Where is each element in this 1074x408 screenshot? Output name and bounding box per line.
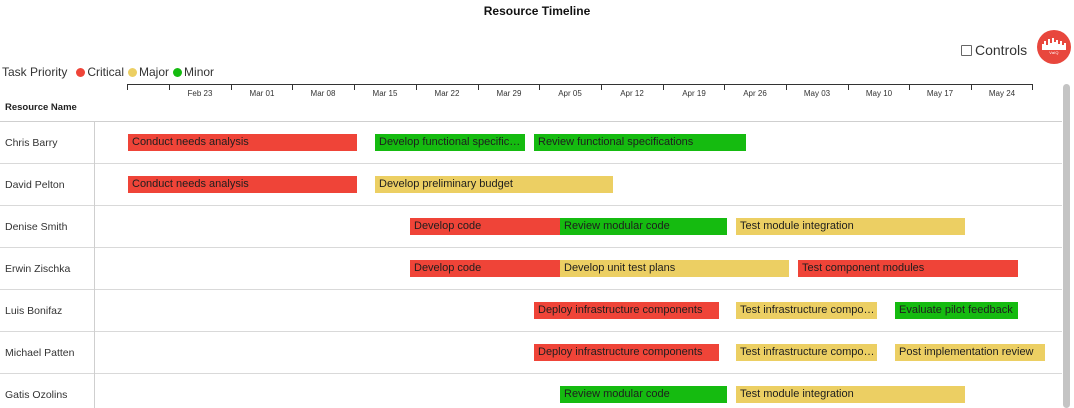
task-bar[interactable]: Conduct needs analysis	[128, 176, 357, 193]
task-bar[interactable]: Test module integration	[736, 386, 965, 403]
row-divider	[0, 289, 1062, 290]
legend-title: Task Priority	[2, 65, 68, 79]
axis-tick	[169, 84, 170, 90]
task-bar[interactable]: Test component modules	[798, 260, 1018, 277]
axis-tick-label: May 17	[926, 89, 954, 98]
task-bar[interactable]: Test module integration	[736, 218, 965, 235]
axis-tick-label: Mar 22	[434, 89, 460, 98]
task-bar[interactable]: Develop functional specificati...	[375, 134, 525, 151]
axis-tick	[127, 84, 128, 90]
page-title: Resource Timeline	[483, 4, 591, 18]
resource-name: Denise Smith	[5, 221, 68, 233]
legend-item-critical[interactable]: Critical	[76, 65, 124, 79]
brand-logo: ValQ	[1037, 30, 1071, 64]
minor-dot-icon	[173, 67, 183, 77]
axis-tick	[724, 84, 725, 90]
header-divider	[0, 121, 1062, 122]
task-bar[interactable]: Develop code	[410, 218, 560, 235]
legend-label: Critical	[87, 65, 125, 79]
axis-tick	[292, 84, 293, 90]
task-bar[interactable]: Post implementation review	[895, 344, 1045, 361]
resource-row: Gatis Ozolins Review modular code Test mod…	[0, 374, 1062, 408]
axis-tick	[971, 84, 972, 90]
resource-row: David Pelton Conduct needs analysis Develo…	[0, 164, 1062, 206]
legend-label: Minor	[184, 65, 215, 79]
legend: Task Priority Critical Major Minor	[2, 65, 218, 79]
controls-label: Controls	[975, 42, 1028, 58]
task-bar[interactable]: Review functional specifications	[534, 134, 746, 151]
row-divider	[0, 247, 1062, 248]
axis-tick	[478, 84, 479, 90]
axis-tick	[539, 84, 540, 90]
task-bar[interactable]: Conduct needs analysis	[128, 134, 357, 151]
logo-text: ValQ	[1049, 50, 1059, 55]
resource-name: Michael Patten	[5, 347, 75, 359]
axis-tick	[231, 84, 232, 90]
controls-checkbox[interactable]	[961, 44, 972, 56]
row-divider	[0, 205, 1062, 206]
row-divider	[0, 331, 1062, 332]
axis-tick-label: May 24	[988, 89, 1016, 98]
skyline-icon	[1042, 38, 1066, 50]
name-column-divider	[94, 121, 95, 408]
axis-tick	[663, 84, 664, 90]
resource-name: Luis Bonifaz	[5, 305, 63, 317]
task-bar[interactable]: Develop preliminary budget	[375, 176, 613, 193]
resource-name: Gatis Ozolins	[5, 389, 68, 401]
axis-tick-label: May 10	[865, 89, 893, 98]
critical-dot-icon	[76, 67, 86, 77]
axis-tick	[909, 84, 910, 90]
axis-tick-label: Apr 12	[620, 89, 644, 98]
resource-name-header: Resource Name	[5, 102, 77, 113]
axis-tick-label: May 03	[803, 89, 831, 98]
legend-label: Major	[139, 65, 170, 79]
resource-row: Erwin Zischka Develop code Develop unit te…	[0, 248, 1062, 290]
axis-tick-label: Apr 05	[558, 89, 582, 98]
legend-item-minor[interactable]: Minor	[173, 65, 214, 79]
axis-tick-label: Mar 01	[249, 89, 275, 98]
axis-tick	[416, 84, 417, 90]
task-bar[interactable]: Review modular code	[560, 386, 727, 403]
axis-tick-label: Mar 15	[372, 89, 398, 98]
task-bar[interactable]: Test infrastructure compon...	[736, 302, 877, 319]
task-bar[interactable]: Deploy infrastructure components	[534, 302, 719, 319]
legend-item-major[interactable]: Major	[128, 65, 169, 79]
axis-tick	[786, 84, 787, 90]
axis-tick-label: Apr 19	[682, 89, 706, 98]
resource-row: Luis Bonifaz Deploy infrastructure compon…	[0, 290, 1062, 332]
axis-tick	[601, 84, 602, 90]
resource-row: Denise Smith Develop code Review modular c…	[0, 206, 1062, 248]
axis-tick-label: Mar 29	[496, 89, 522, 98]
axis-tick-label: Mar 08	[310, 89, 336, 98]
vertical-scrollbar[interactable]	[1063, 84, 1070, 408]
controls-toggle[interactable]: Controls	[961, 42, 1027, 58]
task-bar[interactable]: Deploy infrastructure components	[534, 344, 719, 361]
task-bar[interactable]: Develop unit test plans	[560, 260, 789, 277]
resource-row: Michael Patten Deploy infrastructure comp…	[0, 332, 1062, 374]
axis-tick	[1032, 84, 1033, 90]
resource-name: Erwin Zischka	[5, 263, 71, 275]
row-divider	[0, 163, 1062, 164]
task-bar[interactable]: Develop code	[410, 260, 560, 277]
axis-tick-label: Feb 23	[187, 89, 213, 98]
resource-row: Chris Barry Conduct needs analysis Develop…	[0, 122, 1062, 164]
axis-tick	[848, 84, 849, 90]
row-divider	[0, 373, 1062, 374]
task-bar[interactable]: Evaluate pilot feedback	[895, 302, 1018, 319]
resource-name: Chris Barry	[5, 137, 58, 149]
task-bar[interactable]: Review modular code	[560, 218, 727, 235]
axis-tick-label: Apr 26	[743, 89, 767, 98]
timeline-axis	[127, 84, 1033, 85]
major-dot-icon	[128, 67, 138, 77]
axis-tick	[354, 84, 355, 90]
resource-name: David Pelton	[5, 179, 65, 191]
task-bar[interactable]: Test infrastructure compon...	[736, 344, 877, 361]
